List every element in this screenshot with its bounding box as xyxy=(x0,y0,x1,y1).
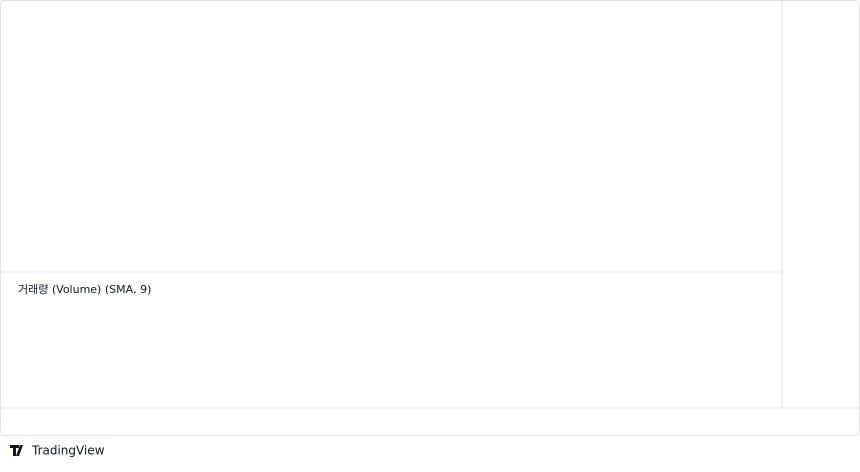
frame xyxy=(0,0,860,436)
volume-legend: 거래량 (Volume) (SMA, 9) xyxy=(18,283,151,296)
brand: TradingView xyxy=(31,444,105,458)
brand-logo xyxy=(10,445,23,456)
